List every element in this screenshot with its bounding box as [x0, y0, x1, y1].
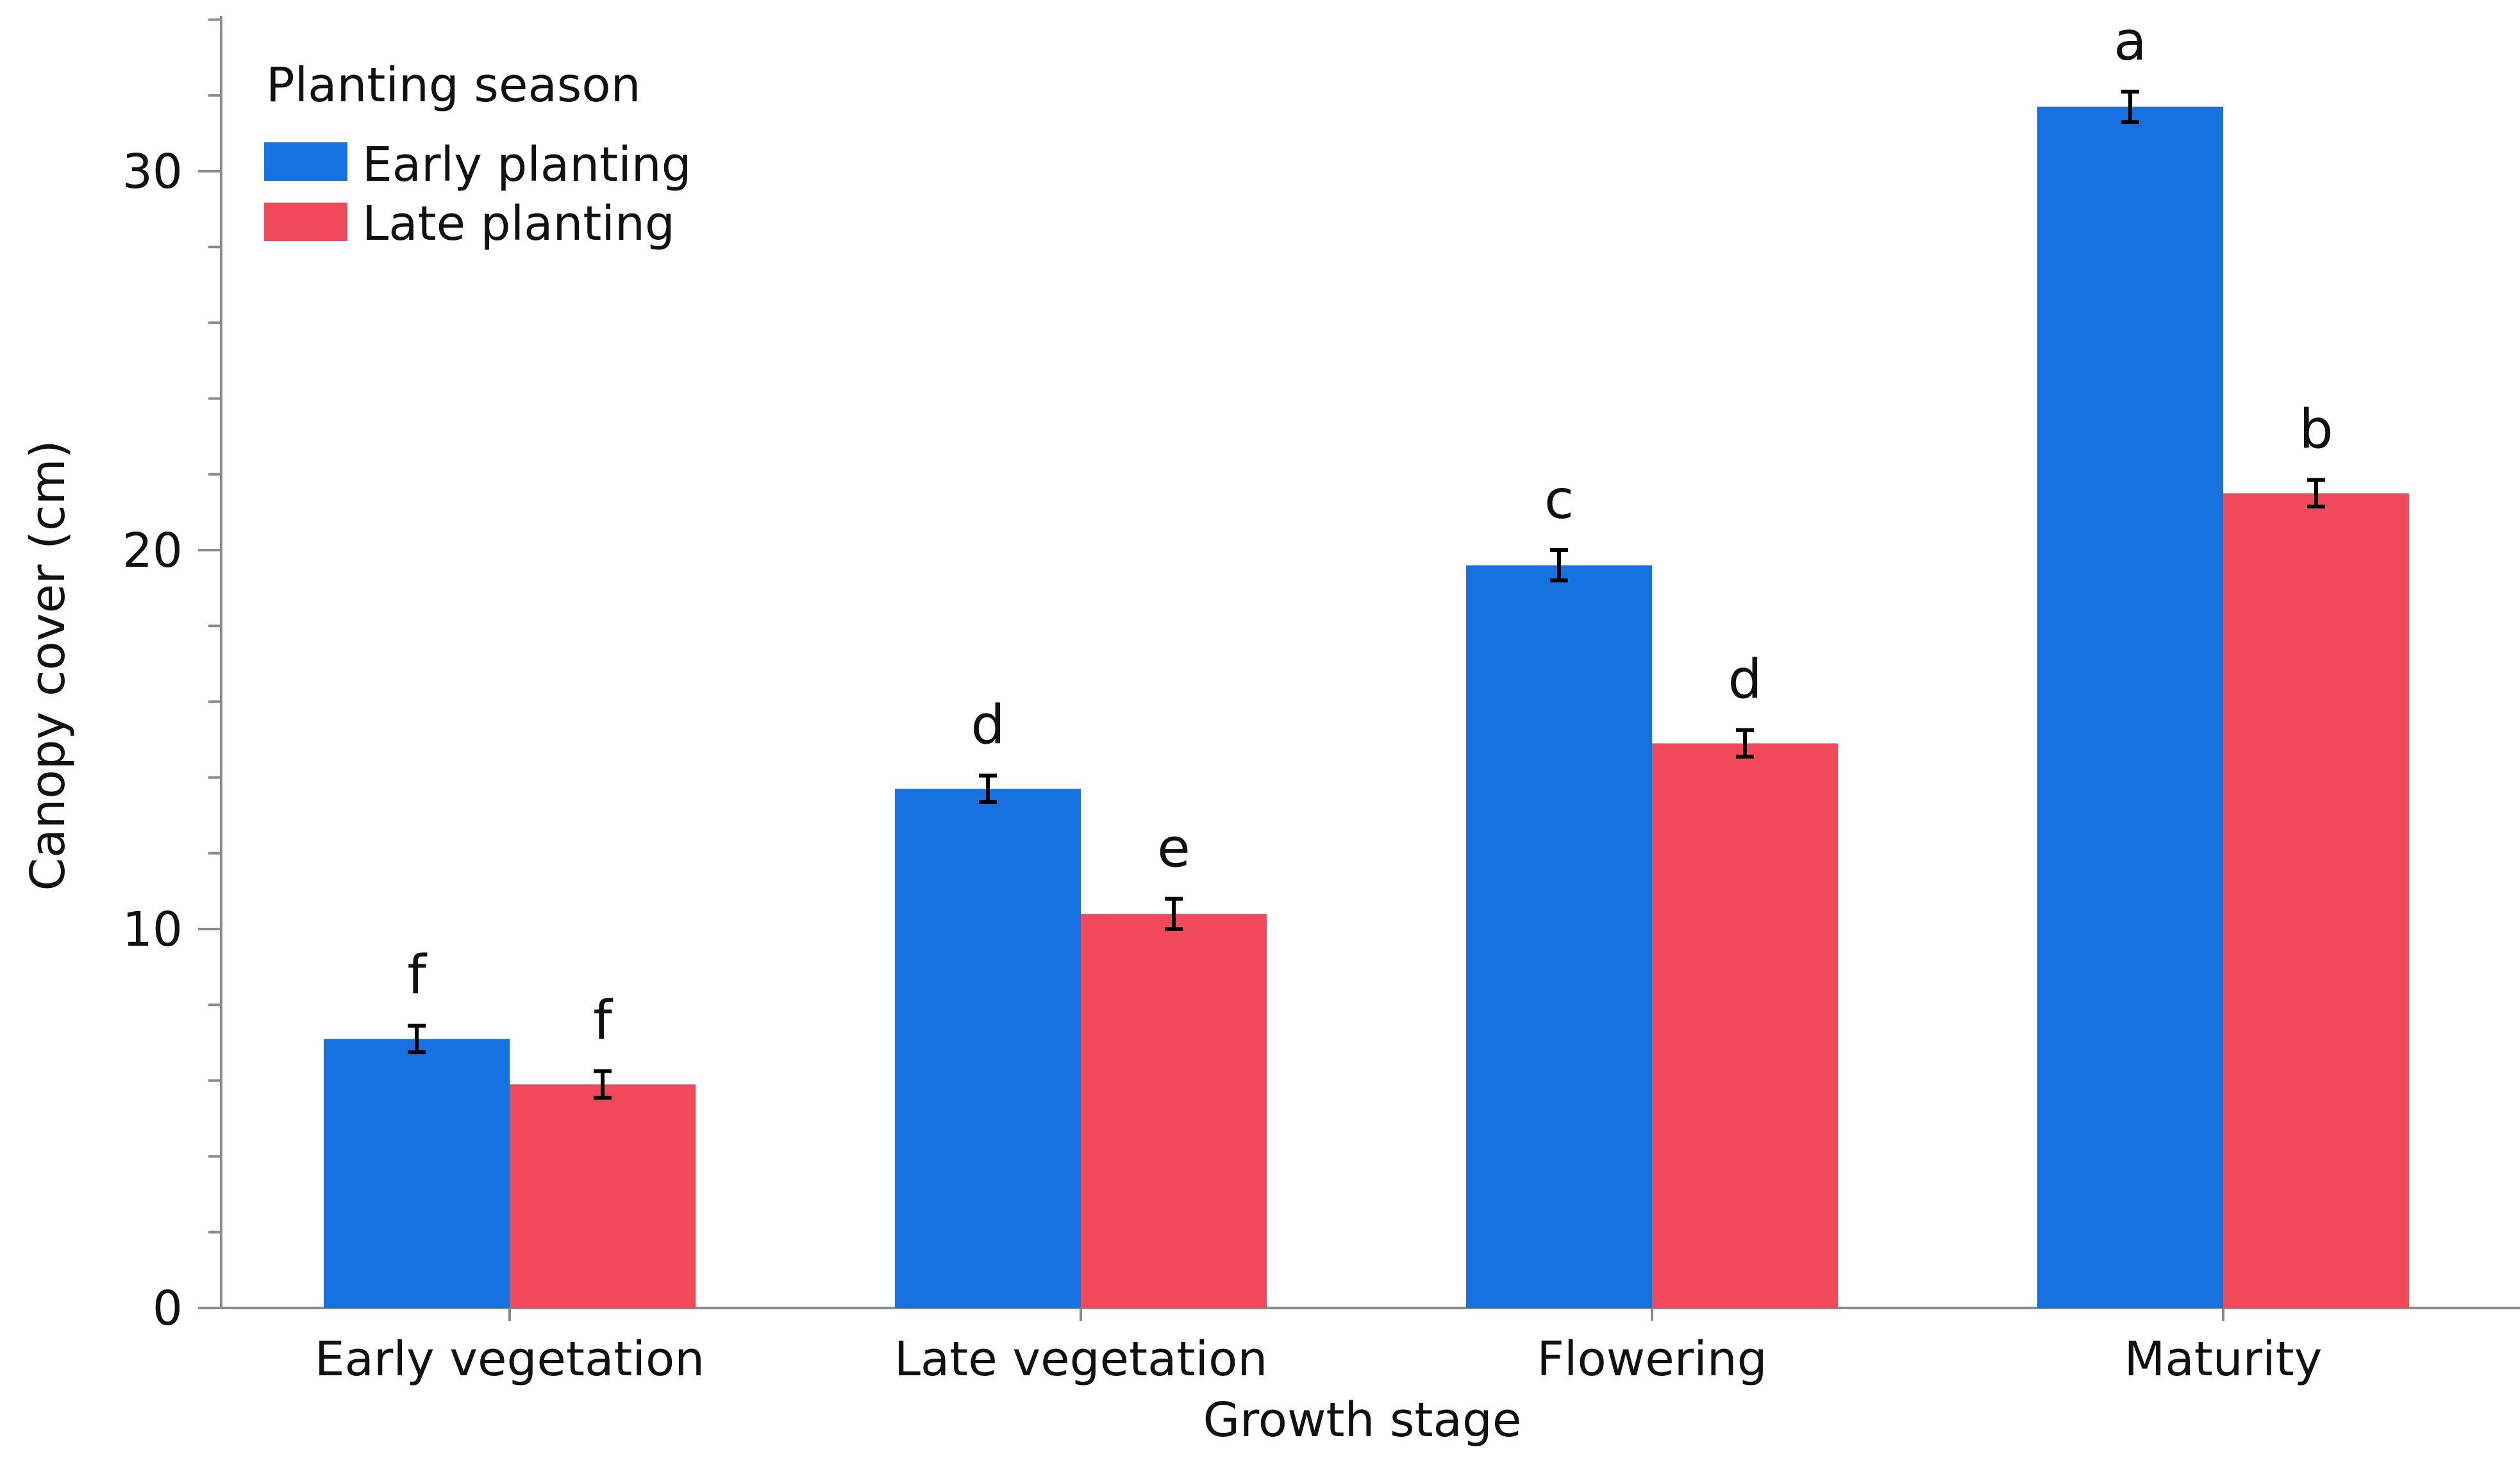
y-tick-label-30: 30: [122, 144, 183, 199]
bars: [324, 106, 2409, 1308]
x-tick-label-late-vegetation: Late vegetation: [894, 1332, 1268, 1387]
legend-swatch-early-planting: [264, 142, 347, 181]
y-tick-label-10: 10: [122, 902, 183, 957]
x-tick-label-early-vegetation: Early vegetation: [315, 1332, 705, 1387]
error-bar-early-planting-early-vegetation: [408, 1023, 426, 1055]
significance-letter-late-planting-late-vegetation: e: [1157, 817, 1190, 880]
error-bar-late-planting-maturity: [2307, 478, 2325, 509]
legend-swatch-late-planting: [264, 203, 347, 241]
significance-letter-late-planting-early-vegetation: f: [593, 989, 613, 1052]
x-tick-labels: Early vegetation Late vegetation Flowering…: [315, 1332, 2323, 1387]
bar-late-planting-flowering: [1652, 743, 1838, 1308]
error-bars: [408, 89, 2325, 1100]
bar-early-planting-flowering: [1466, 565, 1652, 1308]
error-bar-late-planting-flowering: [1736, 728, 1754, 759]
significance-letter-early-planting-flowering: c: [1544, 468, 1574, 531]
significance-letter-late-planting-maturity: b: [2299, 398, 2333, 461]
error-bar-late-planting-late-vegetation: [1165, 896, 1183, 931]
bar-late-planting-maturity: [2223, 493, 2409, 1308]
y-tick-label-20: 20: [122, 523, 183, 578]
error-bar-early-planting-flowering: [1550, 548, 1568, 583]
error-bar-early-planting-maturity: [2121, 89, 2139, 124]
significance-letter-late-planting-flowering: d: [1728, 648, 1762, 711]
legend: Planting season Early planting Late plan…: [264, 58, 692, 251]
x-tick-label-maturity: Maturity: [2124, 1332, 2323, 1387]
error-bar-early-planting-late-vegetation: [979, 773, 997, 805]
significance-letter-early-planting-late-vegetation: d: [971, 694, 1005, 757]
bar-early-planting-late-vegetation: [895, 789, 1081, 1308]
bar-early-planting-early-vegetation: [324, 1039, 510, 1308]
bar-late-planting-late-vegetation: [1081, 914, 1267, 1308]
significance-letters: f d c a f e d b: [407, 10, 2333, 1052]
x-axis-label: Growth stage: [1203, 1393, 1522, 1448]
y-tick-labels: 0 10 20 30: [122, 144, 183, 1336]
legend-title: Planting season: [266, 58, 641, 113]
bar-early-planting-maturity: [2037, 106, 2223, 1308]
bar-late-planting-early-vegetation: [510, 1084, 696, 1308]
legend-label-early-planting: Early planting: [362, 137, 692, 192]
x-tick-label-flowering: Flowering: [1537, 1332, 1767, 1387]
legend-label-late-planting: Late planting: [362, 196, 675, 251]
significance-letter-early-planting-maturity: a: [2114, 10, 2146, 72]
error-bar-late-planting-early-vegetation: [594, 1069, 612, 1100]
significance-letter-early-planting-early-vegetation: f: [407, 944, 428, 1007]
y-tick-label-0: 0: [153, 1281, 183, 1336]
y-axis-label: Canopy cover (cm): [21, 440, 76, 891]
